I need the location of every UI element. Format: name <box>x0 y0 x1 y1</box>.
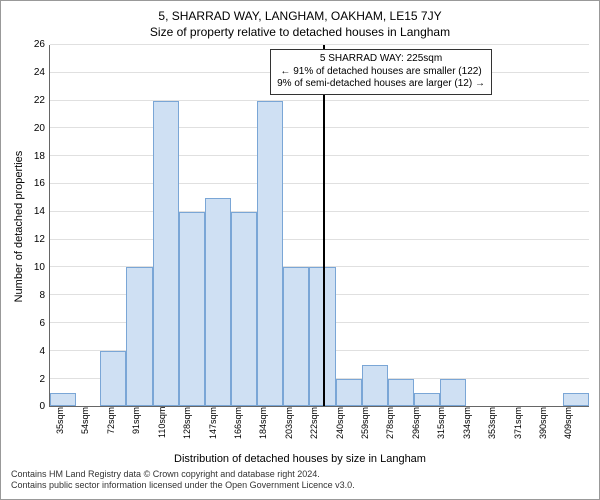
histogram-bar <box>205 198 231 407</box>
histogram-bar <box>563 393 589 407</box>
histogram-bar <box>231 212 257 407</box>
marker-line <box>323 45 325 406</box>
x-tick: 184sqm <box>258 407 283 451</box>
histogram-bar <box>283 267 309 406</box>
footer: Contains HM Land Registry data © Crown c… <box>11 469 589 491</box>
x-tick: 147sqm <box>208 407 233 451</box>
x-tick: 409sqm <box>563 407 588 451</box>
bars <box>50 45 589 406</box>
plot-area: 5 SHARRAD WAY: 225sqm ← 91% of detached … <box>49 45 589 407</box>
x-tick: 353sqm <box>487 407 512 451</box>
histogram-bar <box>388 379 414 407</box>
footer-line1: Contains HM Land Registry data © Crown c… <box>11 469 589 480</box>
x-axis-label: Distribution of detached houses by size … <box>11 453 589 465</box>
callout-box: 5 SHARRAD WAY: 225sqm ← 91% of detached … <box>270 49 492 95</box>
x-tick: 91sqm <box>131 407 156 451</box>
x-tick: 390sqm <box>538 407 563 451</box>
x-tick: 128sqm <box>182 407 207 451</box>
x-tick: 54sqm <box>80 407 105 451</box>
x-tick: 278sqm <box>385 407 410 451</box>
x-tick: 334sqm <box>462 407 487 451</box>
chart-title: Size of property relative to detached ho… <box>11 25 589 39</box>
y-axis-label: Number of detached properties <box>11 45 27 407</box>
histogram-bar <box>336 379 362 407</box>
x-tick: 222sqm <box>309 407 334 451</box>
x-tick: 203sqm <box>284 407 309 451</box>
y-axis-ticks: 02468101214161820222426 <box>27 45 49 407</box>
x-tick: 371sqm <box>513 407 538 451</box>
x-tick: 166sqm <box>233 407 258 451</box>
callout-line3: 9% of semi-detached houses are larger (1… <box>277 78 485 91</box>
x-tick: 110sqm <box>157 407 182 451</box>
x-tick: 259sqm <box>360 407 385 451</box>
x-tick: 35sqm <box>55 407 80 451</box>
histogram-bar <box>126 267 152 406</box>
histogram-bar <box>362 365 388 407</box>
histogram-bar <box>414 393 440 407</box>
chart-body: Number of detached properties 0246810121… <box>11 45 589 407</box>
x-tick: 296sqm <box>411 407 436 451</box>
x-tick: 72sqm <box>106 407 131 451</box>
callout-line2: ← 91% of detached houses are smaller (12… <box>277 66 485 79</box>
histogram-bar <box>257 101 283 407</box>
histogram-bar <box>50 393 76 407</box>
histogram-bar <box>153 101 179 407</box>
footer-line2: Contains public sector information licen… <box>11 480 589 491</box>
x-tick: 315sqm <box>436 407 461 451</box>
address-title: 5, SHARRAD WAY, LANGHAM, OAKHAM, LE15 7J… <box>11 9 589 23</box>
histogram-bar <box>179 212 205 407</box>
histogram-bar <box>440 379 466 407</box>
histogram-bar <box>100 351 126 407</box>
chart-container: 5, SHARRAD WAY, LANGHAM, OAKHAM, LE15 7J… <box>0 0 600 500</box>
callout-line1: 5 SHARRAD WAY: 225sqm <box>277 53 485 66</box>
x-axis-ticks: 35sqm54sqm72sqm91sqm110sqm128sqm147sqm16… <box>55 407 589 451</box>
x-tick: 240sqm <box>335 407 360 451</box>
